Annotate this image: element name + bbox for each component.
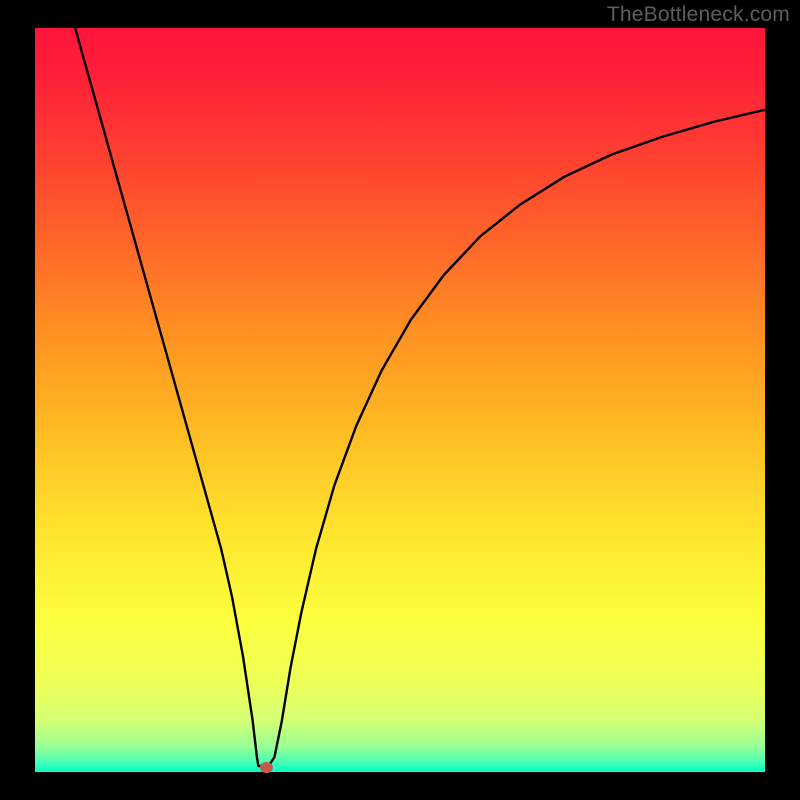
minimum-marker [260, 762, 273, 773]
bottleneck-chart [0, 0, 800, 800]
chart-container: TheBottleneck.com [0, 0, 800, 800]
watermark-text: TheBottleneck.com [607, 3, 790, 27]
